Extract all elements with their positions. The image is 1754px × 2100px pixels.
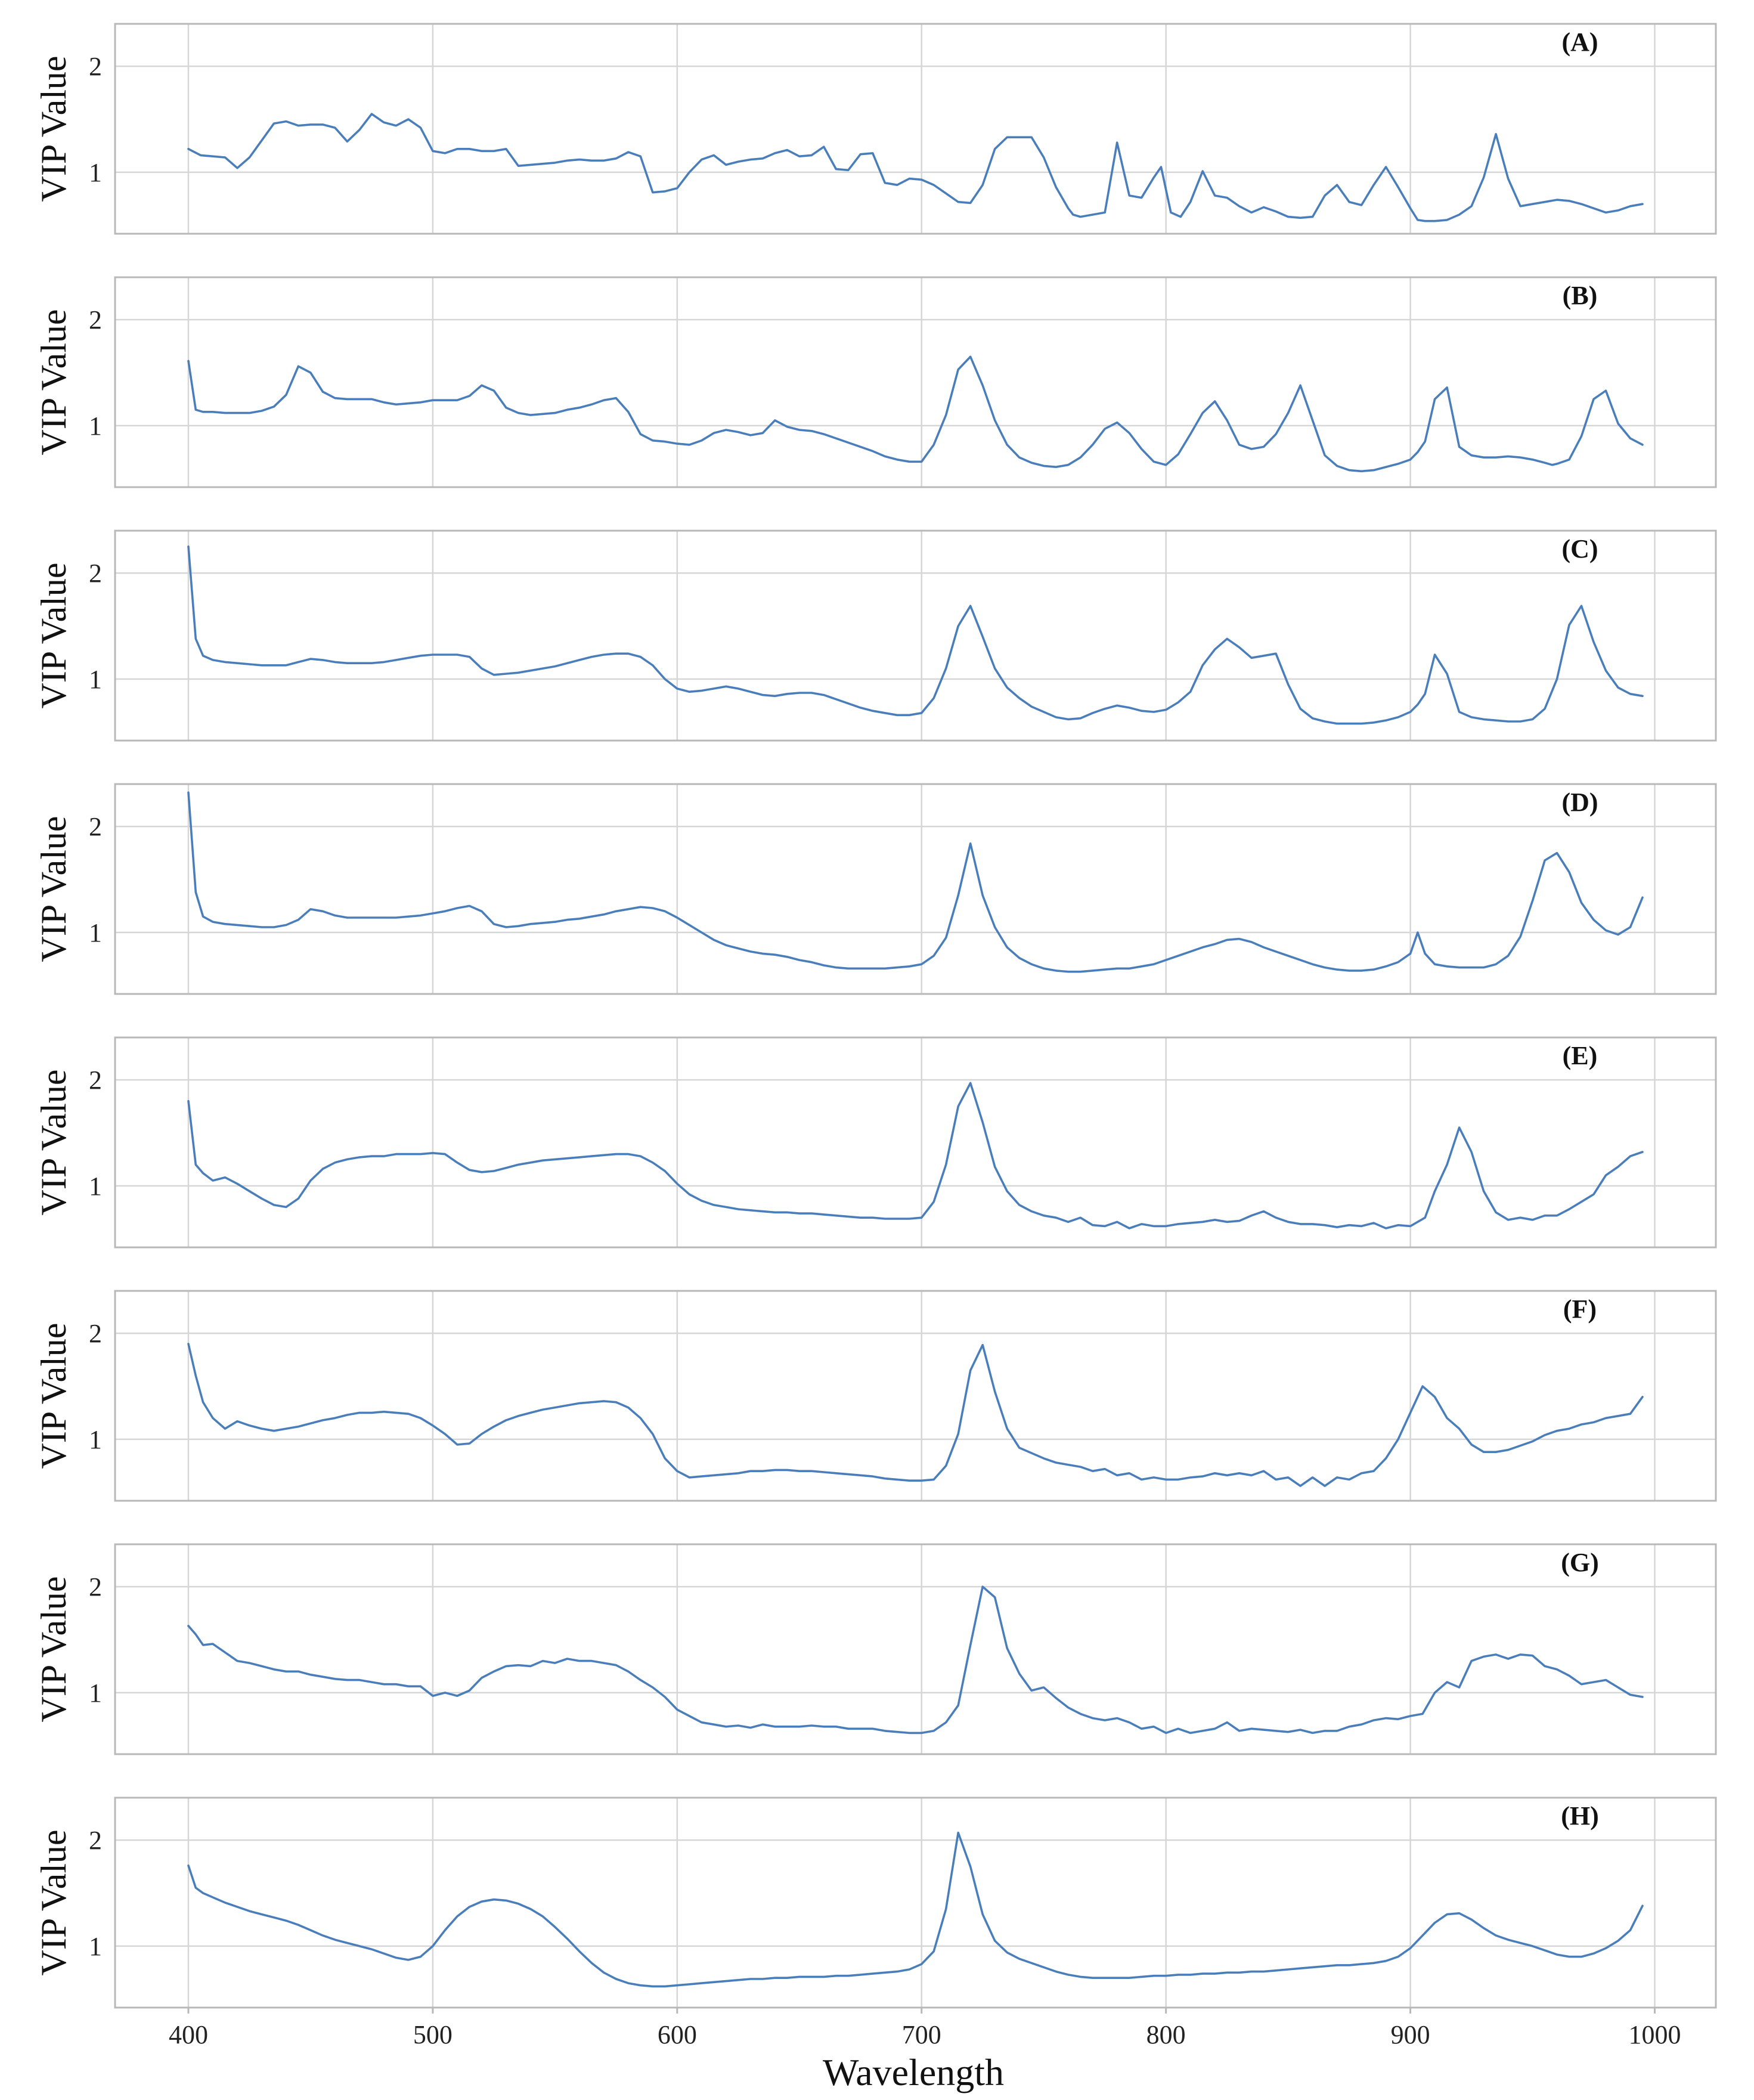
y-axis-label: VIP Value xyxy=(34,1576,73,1723)
panel-label: (G) xyxy=(1561,1548,1599,1577)
series-line xyxy=(187,545,1644,725)
panel-a: 1 2 (A) VIP Value xyxy=(34,23,1717,235)
y-tick-label: 1 xyxy=(89,1678,102,1708)
x-tick-label: 800 xyxy=(1146,2020,1186,2049)
series-line xyxy=(187,113,1644,222)
plot-frame xyxy=(114,1797,1717,2009)
panel-h: 1 2 (H) VIP Value xyxy=(34,1797,1717,2009)
panel-g: 1 2 (G) VIP Value xyxy=(34,1543,1717,1755)
x-tick-label: 600 xyxy=(658,2020,697,2049)
plot-frame xyxy=(114,1036,1717,1249)
y-tick-label: 2 xyxy=(89,1066,102,1095)
panel-label: (F) xyxy=(1563,1294,1597,1324)
plot-frame xyxy=(114,783,1717,995)
series-line xyxy=(187,791,1644,973)
y-tick-label: 2 xyxy=(89,305,102,334)
panel-label: (D) xyxy=(1561,788,1598,817)
y-axis-label: VIP Value xyxy=(34,1830,73,1976)
y-tick-label: 1 xyxy=(89,411,102,441)
x-tick-label: 1000 xyxy=(1629,2020,1681,2049)
y-axis-label: VIP Value xyxy=(34,563,73,709)
plot-frame xyxy=(114,23,1717,235)
y-axis-label: VIP Value xyxy=(34,56,73,202)
plot-frame xyxy=(114,529,1717,742)
panel-f: 1 2 (F) VIP Value xyxy=(34,1290,1717,1502)
panel-b: 1 2 (B) VIP Value xyxy=(34,276,1717,488)
plot-frame xyxy=(114,1290,1717,1502)
x-tick-label: 900 xyxy=(1391,2020,1430,2049)
y-tick-label: 2 xyxy=(89,1572,102,1602)
series-line xyxy=(187,1343,1644,1487)
panel-c: 1 2 (C) VIP Value xyxy=(34,529,1717,742)
y-tick-label: 1 xyxy=(89,1932,102,1961)
x-tick-label: 400 xyxy=(169,2020,208,2049)
y-axis-label: VIP Value xyxy=(34,309,73,456)
y-tick-label: 2 xyxy=(89,1319,102,1348)
y-tick-label: 1 xyxy=(89,1172,102,1201)
panel-d: 1 2 (D) VIP Value xyxy=(34,783,1717,995)
panel-label: (B) xyxy=(1563,281,1598,310)
x-axis-label: Wavelength xyxy=(823,2051,1004,2093)
y-tick-label: 2 xyxy=(89,1826,102,1855)
y-axis-label: VIP Value xyxy=(34,816,73,962)
series-line xyxy=(187,1831,1644,1988)
y-axis-label: VIP Value xyxy=(34,1070,73,1216)
panel-label: (C) xyxy=(1561,534,1598,563)
y-tick-label: 1 xyxy=(89,665,102,694)
panel-label: (H) xyxy=(1561,1801,1599,1830)
series-line xyxy=(187,1585,1644,1734)
y-tick-label: 2 xyxy=(89,812,102,841)
plot-frame xyxy=(114,1543,1717,1755)
y-tick-label: 2 xyxy=(89,52,102,81)
series-line xyxy=(187,355,1644,473)
panels: 1 2 (A) VIP Value 1 2 (B) VIP Value 1 2 (C) VIP Val… xyxy=(34,23,1717,2009)
panel-e: 1 2 (E) VIP Value xyxy=(34,1036,1717,1249)
y-axis-label: VIP Value xyxy=(34,1323,73,1469)
panel-label: (E) xyxy=(1563,1041,1598,1070)
y-tick-label: 1 xyxy=(89,1425,102,1454)
x-axis: 400 500 600 700 800 900 1000 xyxy=(169,2008,1681,2049)
x-tick-label: 500 xyxy=(413,2020,453,2049)
x-tick-label: 700 xyxy=(902,2020,941,2049)
y-tick-label: 1 xyxy=(89,918,102,947)
panel-label: (A) xyxy=(1561,27,1598,57)
y-tick-label: 2 xyxy=(89,559,102,588)
y-tick-label: 1 xyxy=(89,158,102,187)
series-line xyxy=(187,1082,1644,1229)
plot-frame xyxy=(114,276,1717,488)
